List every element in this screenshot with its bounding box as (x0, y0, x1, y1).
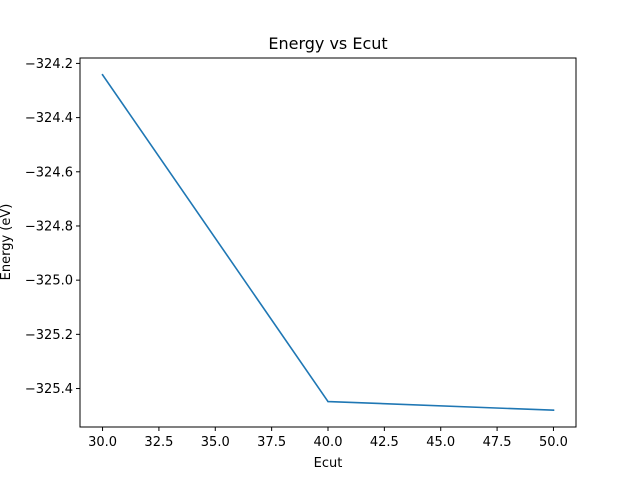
y-tick-label: −325.2 (25, 328, 73, 343)
y-tick-label: −325.4 (25, 382, 73, 397)
y-tick-label: −324.8 (25, 219, 73, 234)
y-tick-label: −324.6 (25, 165, 73, 180)
data-point (327, 400, 329, 403)
x-tick-label: 37.5 (257, 435, 286, 450)
x-tick-label: 40.0 (314, 435, 343, 450)
x-tick-label: 35.0 (201, 435, 230, 450)
x-tick-label: 42.5 (370, 435, 399, 450)
x-axis-ticks: 30.0 32.5 35.0 37.5 40.0 42.5 45.0 47.5 50.0 (88, 427, 568, 450)
x-tick-label: 45.0 (426, 435, 455, 450)
chart-title: Energy vs Ecut (268, 34, 387, 53)
x-axis-label: Ecut (314, 456, 343, 471)
y-tick-label: −324.2 (25, 57, 73, 72)
y-tick-label: −325.0 (25, 274, 73, 289)
data-point (101, 74, 104, 76)
y-tick-label: −324.4 (25, 111, 73, 126)
data-point (552, 409, 555, 412)
y-axis-ticks: −324.2 −324.4 −324.6 −324.8 −325.0 −325.2 −325… (25, 57, 80, 397)
x-tick-label: 50.0 (539, 435, 568, 450)
series-layer (101, 73, 555, 412)
x-tick-label: 32.5 (144, 435, 173, 450)
y-axis-label: Energy (eV) (0, 204, 14, 281)
x-tick-label: 47.5 (483, 435, 512, 450)
x-tick-label: 30.0 (88, 435, 117, 450)
